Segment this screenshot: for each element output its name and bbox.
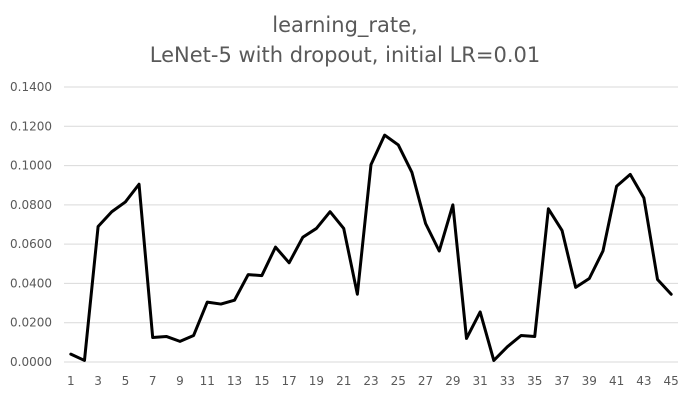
x-tick-label: 13 bbox=[227, 374, 242, 388]
data-point bbox=[574, 285, 578, 289]
data-point bbox=[246, 273, 250, 277]
data-point bbox=[96, 224, 100, 228]
x-tick-label: 37 bbox=[554, 374, 569, 388]
y-tick-label: 0.0600 bbox=[10, 237, 52, 251]
data-point bbox=[205, 300, 209, 304]
data-point bbox=[178, 339, 182, 343]
data-point bbox=[369, 163, 373, 167]
gridlines bbox=[64, 86, 678, 363]
data-point bbox=[519, 333, 523, 337]
data-point bbox=[546, 207, 550, 211]
x-tick-label: 9 bbox=[176, 374, 184, 388]
y-tick-label: 0.1200 bbox=[10, 119, 52, 133]
data-point bbox=[437, 249, 441, 253]
y-tick-label: 0.1000 bbox=[10, 159, 52, 173]
data-point bbox=[123, 200, 127, 204]
data-point bbox=[424, 222, 428, 226]
data-point bbox=[233, 298, 237, 302]
series-line-0 bbox=[69, 133, 673, 362]
data-point bbox=[396, 143, 400, 147]
x-tick-label: 31 bbox=[473, 374, 488, 388]
chart-title-line-2: LeNet-5 with dropout, initial LR=0.01 bbox=[149, 43, 541, 67]
chart-title: learning_rate, LeNet-5 with dropout, ini… bbox=[0, 10, 690, 70]
x-tick-label: 23 bbox=[363, 374, 378, 388]
data-point bbox=[69, 352, 73, 356]
data-point bbox=[560, 228, 564, 232]
data-point bbox=[273, 245, 277, 249]
data-point bbox=[669, 292, 673, 296]
data-point bbox=[465, 336, 469, 340]
data-point bbox=[137, 182, 141, 186]
x-tick-label: 19 bbox=[309, 374, 324, 388]
x-tick-label: 3 bbox=[94, 374, 102, 388]
x-tick-label: 15 bbox=[254, 374, 269, 388]
data-point bbox=[82, 358, 86, 362]
x-tick-label: 41 bbox=[609, 374, 624, 388]
data-point bbox=[492, 358, 496, 362]
data-point bbox=[260, 274, 264, 278]
data-point bbox=[628, 172, 632, 176]
data-point bbox=[656, 278, 660, 282]
data-point bbox=[164, 334, 168, 338]
y-tick-label: 0.0200 bbox=[10, 316, 52, 330]
data-point bbox=[642, 196, 646, 200]
x-tick-label: 45 bbox=[664, 374, 679, 388]
data-point bbox=[451, 203, 455, 207]
data-point bbox=[478, 310, 482, 314]
y-tick-label: 0.0800 bbox=[10, 198, 52, 212]
x-tick-label: 11 bbox=[200, 374, 215, 388]
y-tick-label: 0.0000 bbox=[10, 355, 52, 369]
y-tick-label: 0.1400 bbox=[10, 80, 52, 94]
x-tick-label: 5 bbox=[122, 374, 130, 388]
series-layer bbox=[69, 133, 673, 362]
x-tick-label: 35 bbox=[527, 374, 542, 388]
x-tick-label: 1 bbox=[67, 374, 75, 388]
data-point bbox=[314, 226, 318, 230]
data-point bbox=[533, 334, 537, 338]
data-point bbox=[601, 249, 605, 253]
data-point bbox=[587, 277, 591, 281]
data-point bbox=[615, 184, 619, 188]
data-point bbox=[287, 261, 291, 265]
x-tick-label: 7 bbox=[149, 374, 157, 388]
data-point bbox=[151, 335, 155, 339]
x-tick-label: 17 bbox=[281, 374, 296, 388]
y-axis-tick-labels: 0.0000 0.0200 0.0400 0.0600 0.0800 0.1000 0.12… bbox=[10, 80, 52, 369]
x-tick-label: 25 bbox=[391, 374, 406, 388]
data-point bbox=[355, 292, 359, 296]
chart-title-line-1: learning_rate, bbox=[272, 13, 418, 37]
x-tick-label: 43 bbox=[636, 374, 651, 388]
data-point bbox=[110, 210, 114, 214]
x-tick-label: 21 bbox=[336, 374, 351, 388]
data-point bbox=[383, 133, 387, 137]
data-point bbox=[192, 333, 196, 337]
x-tick-label: 29 bbox=[445, 374, 460, 388]
x-tick-label: 33 bbox=[500, 374, 515, 388]
x-axis-tick-labels: 1 3 5 7 9 11 13 15 17 19 21 23 25 27 29 31 33 35 37 39 41 43 4… bbox=[67, 374, 679, 388]
x-tick-label: 27 bbox=[418, 374, 433, 388]
data-point bbox=[219, 302, 223, 306]
data-point bbox=[301, 235, 305, 239]
data-point bbox=[410, 170, 414, 174]
data-point bbox=[328, 210, 332, 214]
y-tick-label: 0.0400 bbox=[10, 276, 52, 290]
x-tick-label: 39 bbox=[582, 374, 597, 388]
data-point bbox=[505, 345, 509, 349]
data-point bbox=[342, 226, 346, 230]
